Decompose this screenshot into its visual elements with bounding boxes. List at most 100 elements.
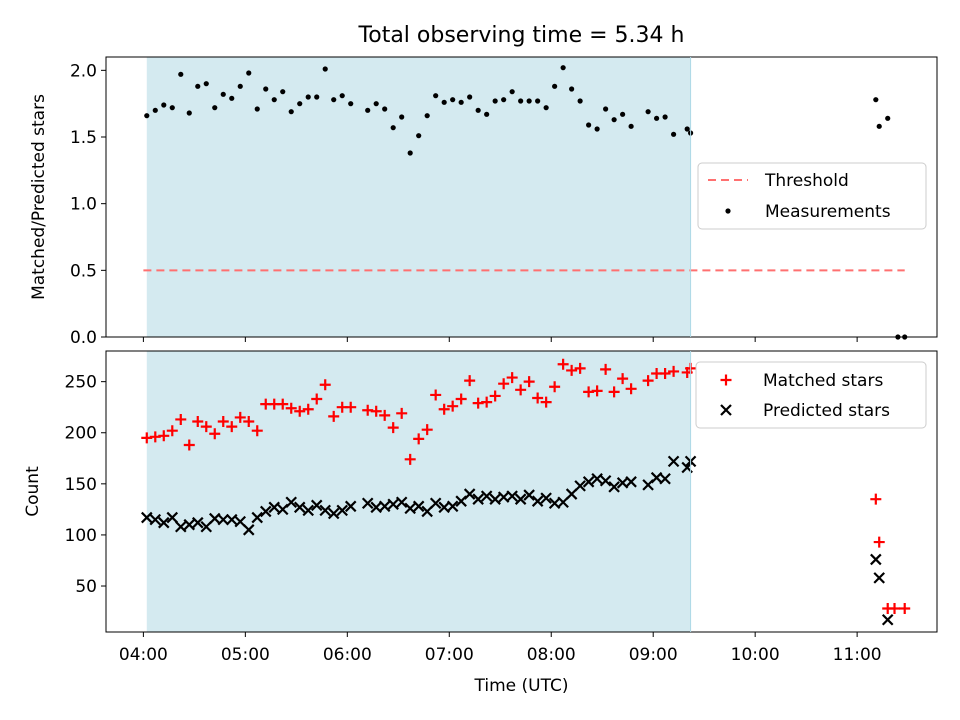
measurement-point [492,98,498,104]
matched-star-marker [421,424,433,436]
predicted-star-marker [200,520,213,533]
measurement-point [467,94,473,100]
measurement-point [382,106,388,112]
observing-window-shade [146,57,691,337]
measurement-point [390,125,396,131]
measurement-point [586,122,592,128]
matched-star-marker [243,416,255,428]
predicted-star-marker [242,524,255,536]
y-tick-label: 1.5 [70,128,97,148]
predicted-star-marker [387,498,399,511]
y-tick-label: 1.0 [70,195,97,215]
ratio-data-layer [143,65,908,340]
measurement-point [441,99,447,105]
predicted-star-marker [344,500,357,513]
predicted-star-marker [319,504,331,517]
y-tick-label: 250 [65,373,97,393]
matched-star-marker [370,405,382,417]
matched-star-marker [319,379,331,391]
measurement-point [885,115,891,121]
matched-star-marker [899,602,911,614]
predicted-star-marker [659,472,671,485]
predicted-star-marker [421,505,433,518]
x-tick-label: 10:00 [731,645,780,665]
matched-star-marker [617,373,629,385]
matched-star-marker [183,439,195,451]
measurement-point [670,131,677,137]
matched-star-marker [302,403,314,415]
matched-star-marker [387,422,399,434]
matched-star-marker [285,402,297,414]
measurement-point [450,97,456,103]
matched-star-marker [523,376,535,388]
count-panel-axes: 50 100 150 200 250 04:00 05:00 06:00 07:00 08:00 0… [65,373,882,665]
predicted-star-marker [166,511,179,524]
predicted-star-marker [149,513,162,526]
measurement-point [552,83,558,89]
ratio-panel-frame [105,56,938,338]
measurement-point [407,150,413,156]
x-tick-label: 04:00 [119,645,168,665]
time-x-axis-label: Time (UTC) [474,676,569,696]
chart-title: Total observing time = 5.34 h [358,23,685,48]
ratio-panel-axes: 0.0 0.5 1.0 1.5 2.0 [70,61,858,348]
legend-box [695,361,927,429]
predicted-star-marker [599,474,612,487]
measurement-point [263,86,269,92]
matched-star-marker [404,453,416,465]
matched-star-marker [251,425,263,437]
matched-star-marker [464,375,476,387]
matched-star-marker [277,398,289,410]
measurement-point [246,70,252,76]
measurement-point [339,93,345,99]
predicted-star-marker [378,500,391,513]
y-tick-label: 200 [65,424,97,444]
legend-matched-swatch [720,374,732,386]
matched-star-marker [379,409,391,421]
predicted-star-marker [870,553,882,566]
matched-star-marker [209,428,221,440]
measurement-point [169,105,175,111]
x-tick-label: 06:00 [323,645,372,665]
predicted-star-marker [625,476,637,488]
predicted-star-marker [412,500,425,513]
measurement-point [348,101,354,107]
measurement-point [416,133,422,139]
predicted-star-marker [881,613,894,626]
predicted-star-marker [327,507,340,520]
predicted-star-marker [225,513,238,526]
count-data-layer [141,358,911,626]
matched-star-marker [311,393,323,405]
predicted-star-marker [183,518,196,531]
ratio-legend: Threshold Measurements [697,162,927,230]
predicted-star-marker [523,489,535,501]
matched-star-marker [600,363,612,375]
matched-star-marker [192,416,204,428]
measurement-point [603,106,609,112]
predicted-star-marker [302,504,315,517]
measurement-point [501,97,507,103]
matched-star-marker [226,421,238,433]
measurement-point [620,111,626,117]
predicted-star-marker [480,490,493,502]
matched-star-marker [217,416,229,428]
measurement-point [560,65,566,71]
matched-star-marker [591,385,603,397]
matched-star-marker [873,536,885,548]
measurement-point [280,89,286,95]
measurement-point [305,94,311,100]
count-y-axis-label: Count [23,466,43,517]
legend-measurement-label: Measurements [765,202,891,222]
predicted-star-marker [873,572,885,584]
matched-star-marker [889,602,901,614]
measurement-point [518,98,524,104]
x-tick-label: 09:00 [629,645,678,665]
x-tick-label: 07:00 [425,645,474,665]
predicted-star-marker [506,490,518,502]
measurement-point [203,81,209,87]
matched-star-marker [200,421,212,433]
y-tick-label: 50 [75,577,97,597]
predicted-star-marker [574,480,586,492]
predicted-star-marker [259,505,272,518]
